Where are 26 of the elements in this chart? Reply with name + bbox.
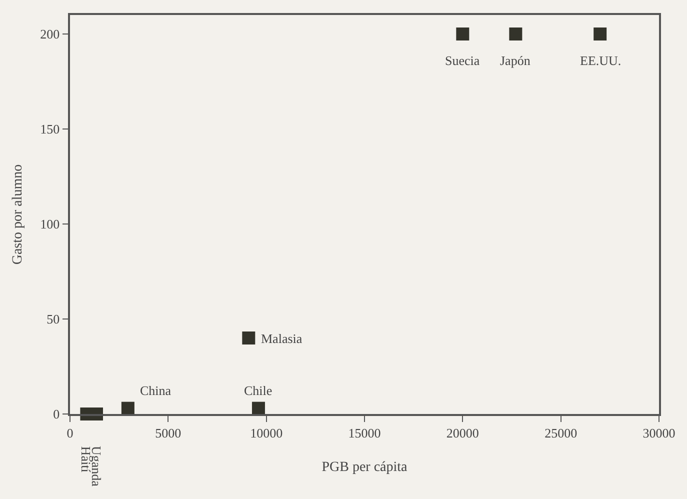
- point: [456, 28, 470, 40]
- y-tick-label: 0: [53, 406, 60, 422]
- point: [594, 28, 607, 40]
- annotation: Chile: [244, 383, 272, 398]
- annotation: Suecia: [445, 53, 480, 68]
- point: [509, 28, 522, 40]
- point: [121, 402, 134, 415]
- annotation: Malasia: [261, 331, 302, 346]
- x-tick-label: 5000: [155, 425, 182, 440]
- y-tick-label: 150: [40, 122, 60, 137]
- x-tick-label: 25000: [544, 425, 578, 440]
- annotation: Japón: [500, 53, 531, 68]
- x-tick-label: 30000: [642, 425, 676, 440]
- point: [252, 402, 265, 415]
- y-tick-label: 50: [46, 312, 60, 327]
- x-tick-label: 20000: [446, 425, 479, 440]
- y-axis-title: Gasto por alumno: [10, 164, 26, 265]
- point: [242, 332, 256, 344]
- x-tick-label: 10000: [250, 425, 283, 440]
- x-tick-label: 15000: [348, 425, 381, 440]
- y-tick-label: 100: [40, 216, 60, 232]
- annotation: China: [140, 383, 172, 398]
- annotation: EE.UU.: [580, 53, 622, 68]
- x-tick-label: 0: [66, 425, 74, 440]
- y-tick-label: 200: [40, 26, 60, 42]
- x-axis-title: PGB per cápita: [322, 460, 408, 476]
